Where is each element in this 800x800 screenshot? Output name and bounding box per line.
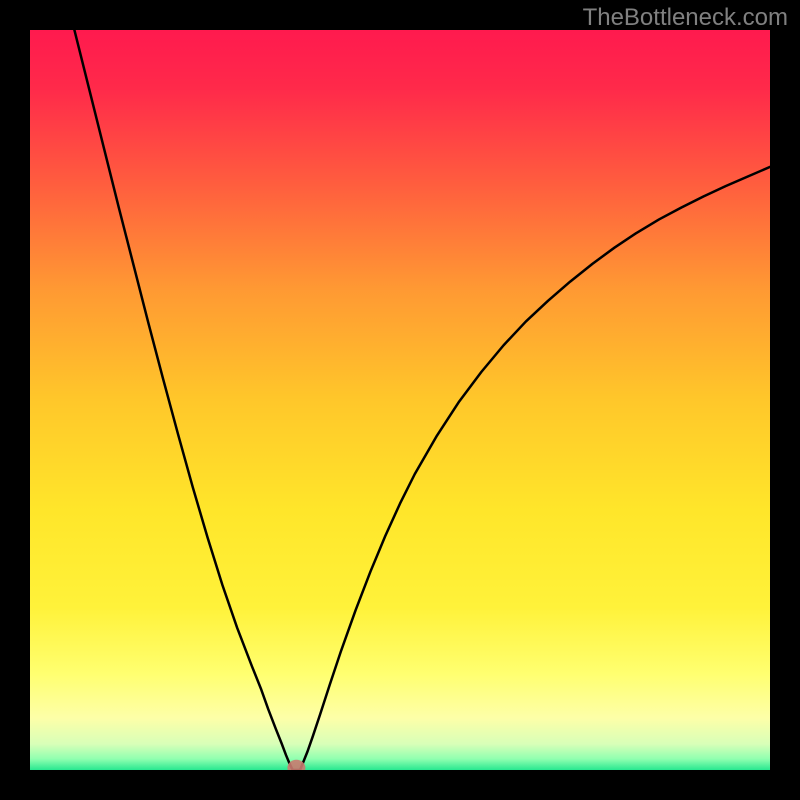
curve-layer: [30, 30, 770, 770]
bottleneck-curve: [74, 30, 770, 770]
chart-container: TheBottleneck.com: [0, 0, 800, 800]
watermark-text: TheBottleneck.com: [583, 4, 788, 32]
plot-area: [30, 30, 770, 770]
